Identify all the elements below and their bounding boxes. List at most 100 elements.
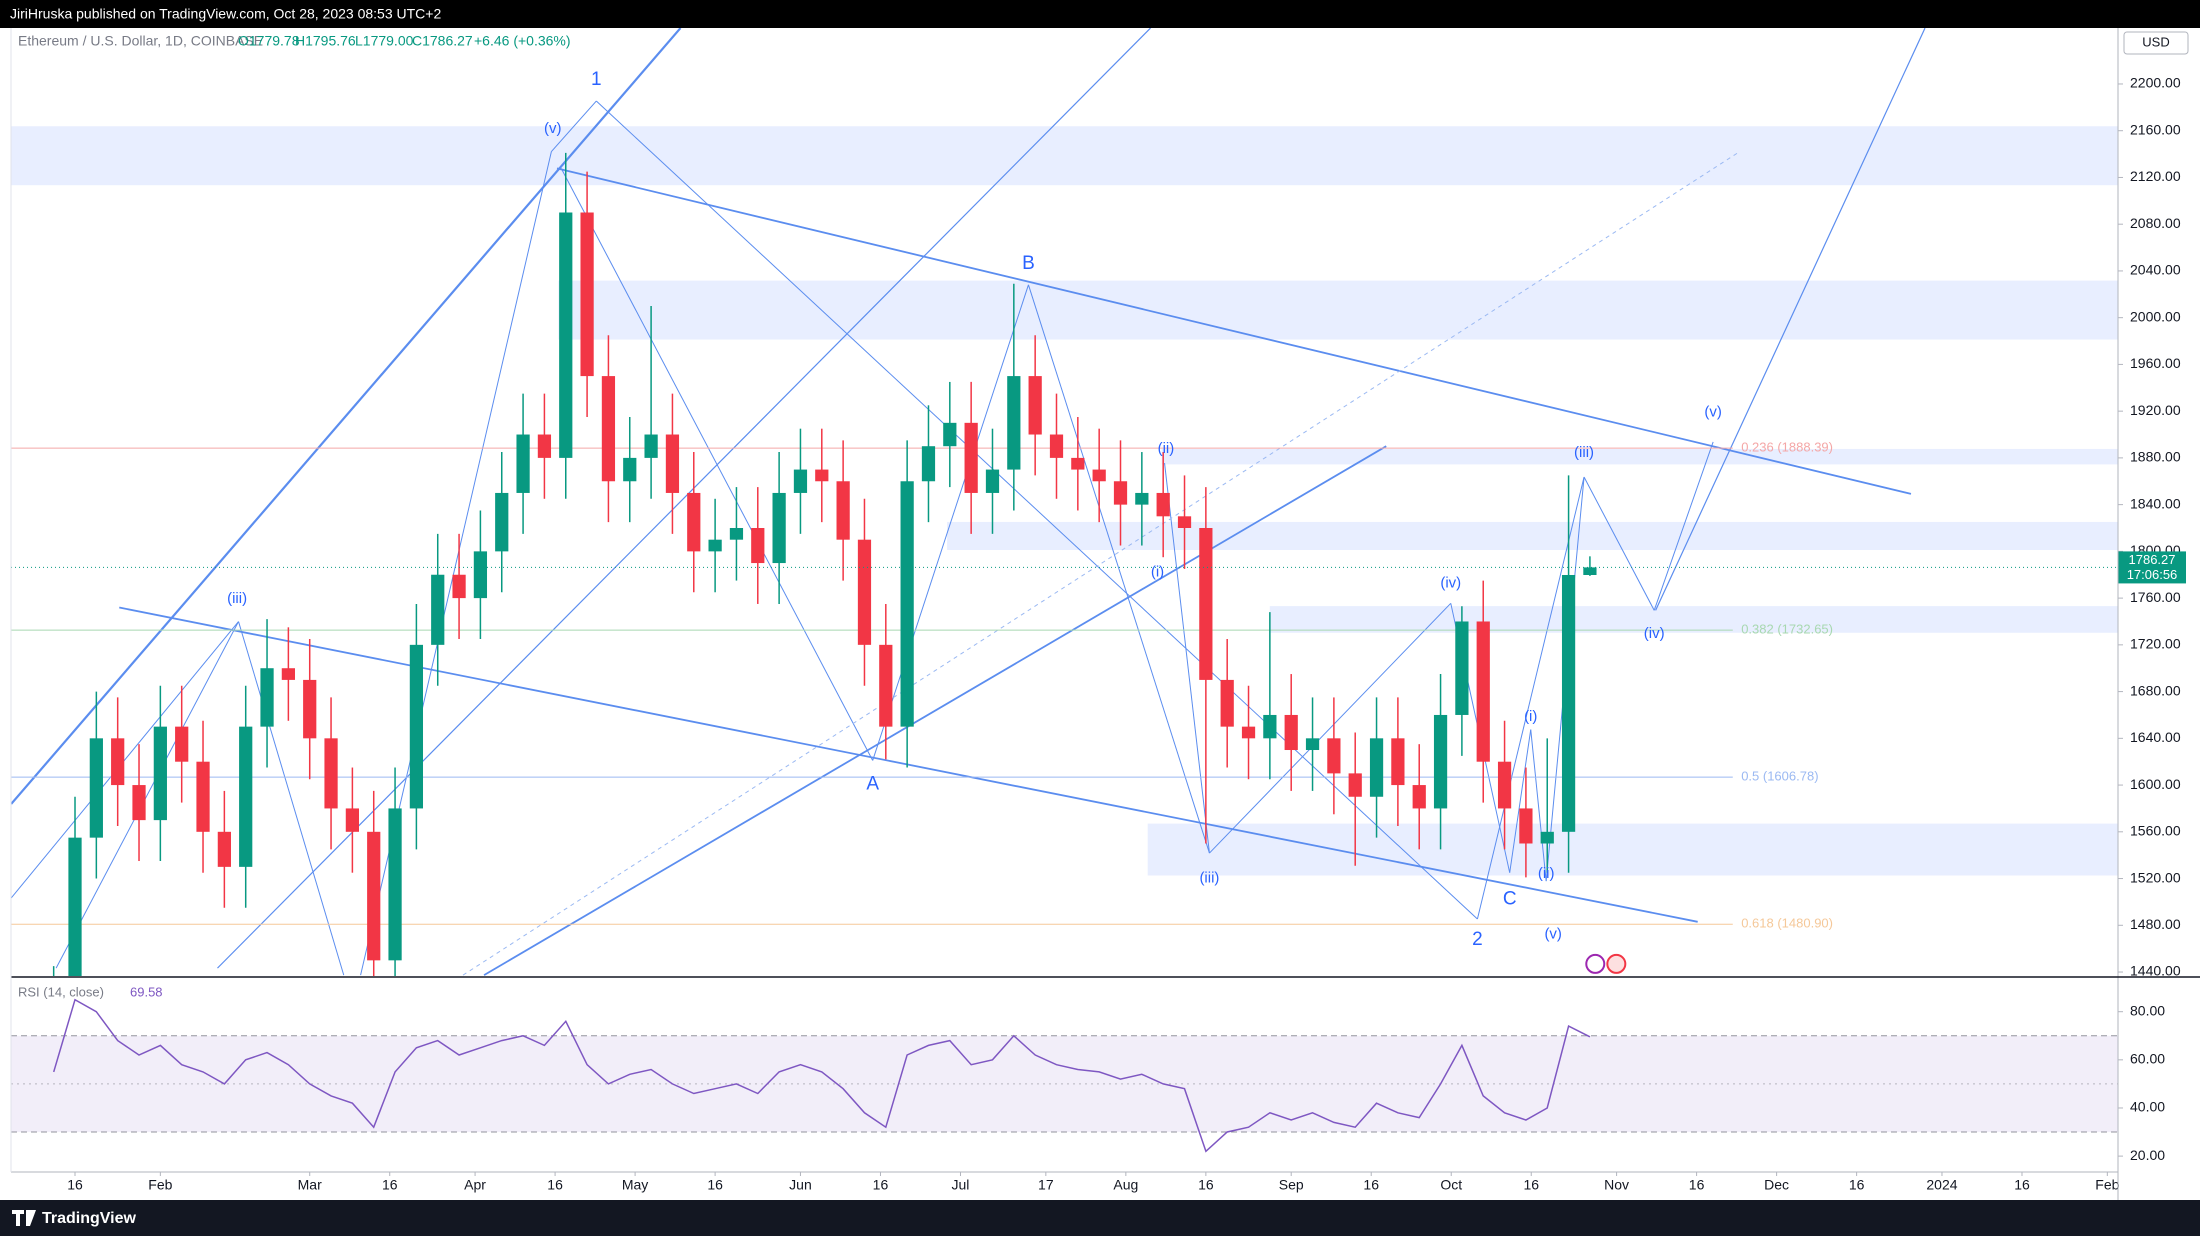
- candle-body: [1177, 516, 1192, 528]
- candle-body: [1113, 481, 1128, 505]
- candle-body: [623, 457, 637, 482]
- candle-body: [836, 481, 850, 540]
- y-tick-label: 1600.00: [2130, 776, 2181, 792]
- candles: [11, 152, 2118, 976]
- wave-label: A: [866, 773, 879, 794]
- candle-body: [260, 668, 274, 727]
- y-tick-label: 1840.00: [2130, 495, 2181, 511]
- fib-label: 0.382 (1732.65): [1741, 622, 1833, 637]
- candle-body: [345, 808, 360, 832]
- ohlc-low: L1779.00: [355, 33, 414, 49]
- x-tick-label: Oct: [1440, 1177, 1462, 1193]
- zone: [947, 521, 2118, 550]
- trendline: [872, 284, 1029, 761]
- labels: 0.236 (1888.39) 0.382 (1732.65) 0.5 (1606.…: [67, 69, 2186, 1193]
- x-tick-label: 16: [1849, 1177, 1865, 1193]
- currency[interactable]: USD: [2142, 34, 2169, 49]
- trendline: [1530, 729, 1547, 882]
- candle-body: [132, 785, 146, 821]
- trendline: [551, 100, 597, 152]
- fib-label: 0.5 (1606.78): [1741, 769, 1818, 784]
- y-tick-label: 1640.00: [2130, 729, 2181, 745]
- wave-label: (iv): [1644, 625, 1665, 642]
- x-tick-label: 17: [1038, 1177, 1054, 1193]
- candle-body: [281, 668, 295, 680]
- wave-label: (v): [1544, 925, 1562, 942]
- trendline: [1653, 441, 1714, 611]
- candle-body: [1455, 621, 1469, 715]
- candle-body: [665, 434, 680, 493]
- candle-body: [1540, 831, 1554, 844]
- candle-body: [879, 644, 893, 727]
- rsi-tick-label: 20.00: [2130, 1147, 2165, 1163]
- candle-body: [815, 469, 829, 482]
- fib-label: 0.236 (1888.39): [1741, 440, 1833, 455]
- candle-body: [1199, 527, 1213, 680]
- trendline: [560, 168, 874, 761]
- candle-body: [303, 679, 317, 739]
- candle-body: [175, 726, 189, 762]
- x-tick-label: 16: [873, 1177, 889, 1193]
- y-tick-label: 1560.00: [2130, 823, 2181, 839]
- candle-body: [580, 212, 594, 377]
- x-tick-label: 16: [1689, 1177, 1705, 1193]
- trendline: [1509, 729, 1532, 873]
- wave-label: (i): [1524, 708, 1537, 725]
- trendline: [1209, 602, 1452, 854]
- x-tick-label: 2024: [1926, 1177, 1957, 1193]
- candle-body: [495, 492, 509, 552]
- candle-body: [239, 726, 253, 867]
- y-tick-label: 2000.00: [2130, 308, 2181, 324]
- candle-body: [89, 738, 103, 838]
- publisher: JiriHruska published on TradingView.com,…: [10, 6, 441, 22]
- y-tick-label: 1880.00: [2130, 449, 2181, 465]
- rsi-tick-label: 60.00: [2130, 1051, 2165, 1067]
- candle-body: [388, 808, 402, 961]
- x-tick-label: Jun: [789, 1177, 812, 1193]
- trendline: [119, 606, 1698, 923]
- candle-body: [1369, 738, 1384, 797]
- brand[interactable]: TradingView: [42, 1210, 137, 1227]
- candle-body: [1519, 808, 1533, 844]
- y-tick-label: 1480.00: [2130, 916, 2181, 932]
- candle-body: [559, 212, 573, 458]
- x-tick-label: 16: [2014, 1177, 2030, 1193]
- ohlc-open: O1779.78: [238, 33, 300, 49]
- candle-body: [1220, 679, 1234, 727]
- zone: [1161, 448, 2118, 465]
- trendline: [1583, 476, 1655, 611]
- x-tick-label: 16: [382, 1177, 398, 1193]
- x-tick-label: 16: [1363, 1177, 1379, 1193]
- candle-body: [324, 738, 338, 809]
- rsi-tick-label: 40.00: [2130, 1099, 2165, 1115]
- top-bar: [0, 0, 2200, 28]
- candle-body: [1412, 785, 1426, 809]
- candle-body: [943, 422, 957, 447]
- change: +6.46 (+0.36%): [474, 33, 571, 49]
- currency-button[interactable]: [2123, 31, 2189, 55]
- wave-label: (ii): [1538, 865, 1555, 882]
- logo[interactable]: [12, 1210, 36, 1226]
- trendline: [1655, 28, 1926, 611]
- trendline: [55, 621, 239, 969]
- candle-body: [409, 644, 424, 809]
- ohlc-close: C1786.27: [412, 33, 473, 49]
- wave-label: (iii): [1199, 869, 1219, 886]
- bottom-bar: [0, 1200, 2200, 1236]
- candle-body: [964, 422, 978, 493]
- ohlc-high: H1795.76: [295, 33, 356, 49]
- wave-label: (v): [544, 120, 562, 137]
- candle-body: [1284, 714, 1298, 751]
- rsi-value: 69.58: [130, 984, 163, 999]
- wave-label: (v): [1704, 403, 1722, 420]
- y-tick-label: 2040.00: [2130, 262, 2181, 278]
- candle-body: [1476, 621, 1490, 762]
- candle-body: [601, 376, 616, 482]
- wave-label: 1: [591, 69, 602, 90]
- price-tag-countdown: 17:06:56: [2127, 567, 2178, 582]
- y-tick-label: 2120.00: [2130, 168, 2181, 184]
- trendline: [556, 167, 1912, 495]
- candle-body: [1028, 376, 1042, 435]
- y-tick-label: 2080.00: [2130, 215, 2181, 231]
